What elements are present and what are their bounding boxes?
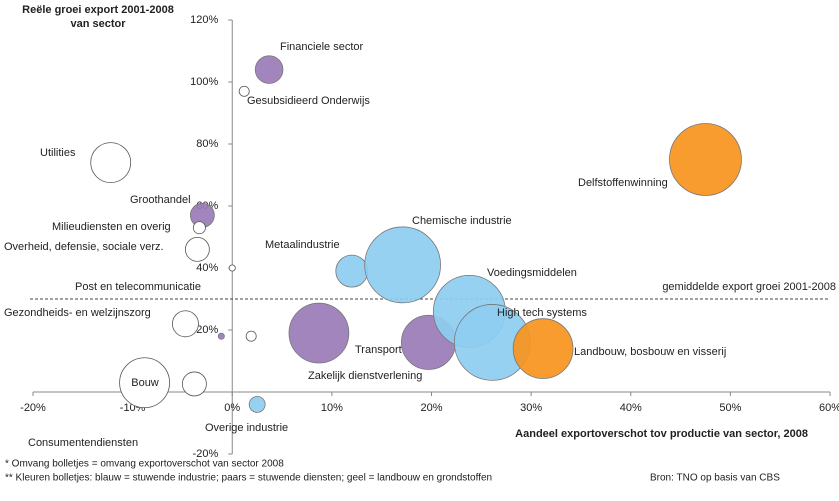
y-tick-label: 100% bbox=[190, 76, 218, 88]
x-tick-label: 60% bbox=[819, 402, 839, 414]
x-tick-label: 20% bbox=[420, 402, 442, 414]
bubble bbox=[364, 226, 441, 304]
bubble-label: Delfstoffenwinning bbox=[578, 177, 668, 189]
bubble-label: Voedingsmiddelen bbox=[487, 267, 577, 279]
reference-label: gemiddelde export groei 2001-2008 bbox=[662, 281, 836, 293]
bubble bbox=[228, 264, 236, 272]
bubble bbox=[172, 310, 199, 338]
x-axis-label: Aandeel exportoverschot tov productie va… bbox=[515, 428, 808, 440]
y-tick-label: -20% bbox=[193, 448, 219, 460]
bubble bbox=[119, 357, 170, 409]
bubble bbox=[181, 371, 207, 397]
bubble-label: Overheid, defensie, sociale verz. bbox=[4, 241, 164, 253]
x-tick-label: 40% bbox=[620, 402, 642, 414]
bubble bbox=[254, 55, 284, 84]
bubble-label: Landbouw, bosbouw en visserij bbox=[574, 346, 726, 358]
bubble bbox=[512, 318, 574, 379]
bubble-label: Bouw bbox=[131, 377, 159, 389]
y-axis-label: Reële groei export 2001-2008 bbox=[22, 4, 174, 16]
bubble bbox=[335, 254, 369, 288]
y-tick-label: 20% bbox=[196, 324, 218, 336]
bubble-label: Consumentendiensten bbox=[28, 437, 138, 449]
bubble-label: Transport bbox=[355, 344, 402, 356]
bubble bbox=[192, 221, 206, 235]
bubble bbox=[184, 236, 210, 262]
bubble-label: Gezondheids- en welzijnszorg bbox=[4, 307, 151, 319]
bubble-label: Milieudiensten en overig bbox=[52, 221, 171, 233]
bubble bbox=[217, 332, 225, 340]
bubble-label: Financiele sector bbox=[280, 41, 363, 53]
y-axis-label: van sector bbox=[70, 18, 126, 30]
bubble-label: Chemische industrie bbox=[412, 215, 512, 227]
bubble bbox=[288, 302, 350, 364]
y-tick-label: 120% bbox=[190, 14, 218, 26]
x-tick-label: 50% bbox=[719, 402, 741, 414]
x-tick-label: 30% bbox=[520, 402, 542, 414]
bubble bbox=[248, 395, 266, 413]
bubble-label: Utilities bbox=[40, 147, 76, 159]
source: Bron: TNO op basis van CBS bbox=[650, 473, 780, 484]
x-tick-label: 10% bbox=[321, 402, 343, 414]
bubble-label: Overige industrie bbox=[205, 422, 288, 434]
bubble-label: High tech systems bbox=[497, 307, 587, 319]
footnote: * Omvang bolletjes = omvang exportoversc… bbox=[5, 459, 284, 470]
bubble-label: Gesubsidieerd Onderwijs bbox=[247, 95, 370, 107]
y-tick-label: 80% bbox=[196, 138, 218, 150]
bubble-label: Metaalindustrie bbox=[265, 239, 340, 251]
bubble bbox=[245, 330, 257, 342]
bubble-label: Groothandel bbox=[130, 194, 191, 206]
footnote: ** Kleuren bolletjes: blauw = stuwende i… bbox=[5, 473, 492, 484]
bubble bbox=[238, 85, 250, 97]
bubble bbox=[90, 142, 132, 184]
bubble-label: Zakelijk dienstverlening bbox=[308, 370, 422, 382]
bubble bbox=[669, 123, 742, 196]
y-tick-label: 40% bbox=[196, 262, 218, 274]
bubble-label: Post en telecommunicatie bbox=[75, 281, 201, 293]
x-tick-label: -20% bbox=[20, 402, 46, 414]
x-tick-label: 0% bbox=[224, 402, 240, 414]
